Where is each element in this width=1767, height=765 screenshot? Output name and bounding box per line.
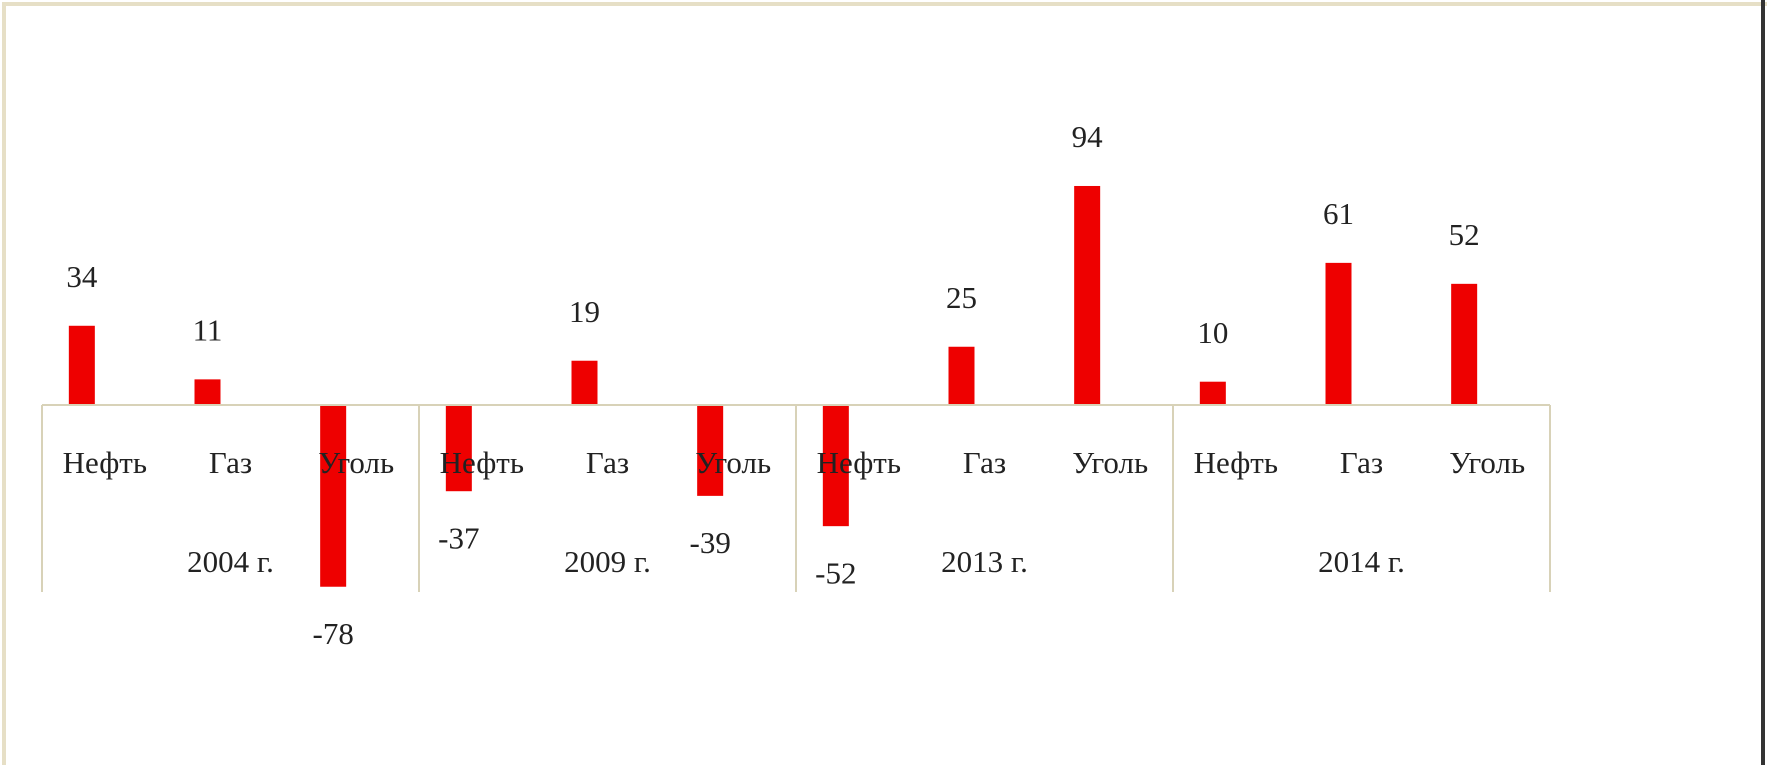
x-tick-label: Уголь <box>1072 445 1148 480</box>
x-tick-label: Нефть <box>1194 445 1278 480</box>
data-label: -39 <box>690 525 731 560</box>
bar <box>822 405 849 527</box>
bar <box>194 379 221 405</box>
bar <box>1199 381 1226 405</box>
x-tick-label: Газ <box>209 445 252 480</box>
data-label: 11 <box>193 312 223 347</box>
bar <box>68 325 95 405</box>
x-tick-label: Уголь <box>1449 445 1525 480</box>
x-tick-label: Нефть <box>440 445 524 480</box>
bar <box>320 405 347 587</box>
group-label: 2014 г. <box>1318 544 1405 579</box>
data-label: 25 <box>946 280 977 315</box>
bar <box>1074 185 1101 405</box>
group-label: 2013 г. <box>941 544 1028 579</box>
data-label: -78 <box>313 616 354 651</box>
x-tick-label: Газ <box>1340 445 1383 480</box>
x-tick-label: Нефть <box>63 445 147 480</box>
data-label: 19 <box>569 294 600 329</box>
data-label: 52 <box>1449 217 1480 252</box>
group-label: 2009 г. <box>564 544 651 579</box>
data-label: -52 <box>815 555 856 590</box>
bar <box>571 360 598 405</box>
x-tick-label: Газ <box>963 445 1006 480</box>
x-tick-label: Газ <box>586 445 629 480</box>
bar <box>697 405 724 496</box>
x-tick-label: Нефть <box>817 445 901 480</box>
x-tick-label: Уголь <box>695 445 771 480</box>
bar <box>445 405 472 492</box>
bar <box>1451 283 1478 405</box>
data-label: 61 <box>1323 196 1354 231</box>
data-label: -37 <box>438 520 479 555</box>
bar <box>1325 262 1352 405</box>
data-label: 10 <box>1197 315 1228 350</box>
group-label: 2004 г. <box>187 544 274 579</box>
bar <box>948 346 975 405</box>
data-label: 34 <box>66 259 98 294</box>
x-tick-label: Уголь <box>318 445 394 480</box>
data-label: 94 <box>1072 119 1104 154</box>
